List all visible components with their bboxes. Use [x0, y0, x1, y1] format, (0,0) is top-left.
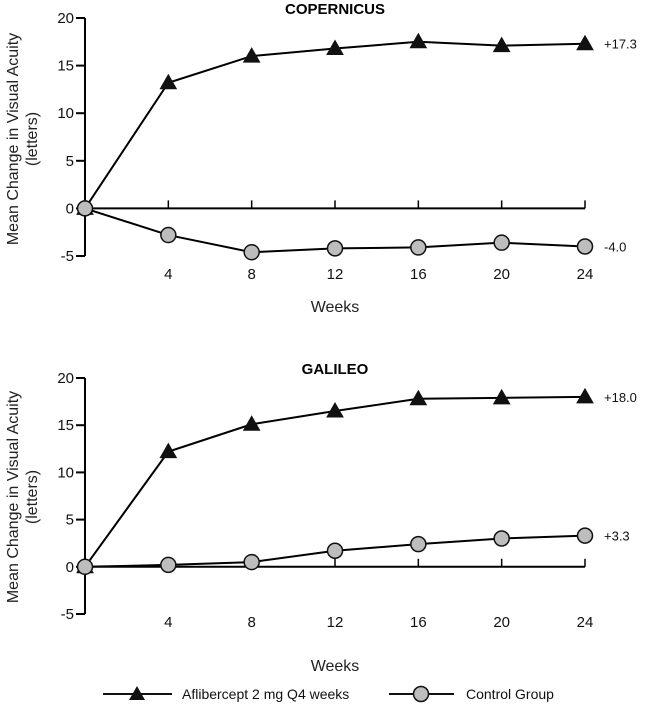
y-tick-label: 15 — [57, 417, 74, 434]
end-value-label: +17.3 — [604, 37, 637, 52]
y-tick-label: 0 — [66, 200, 74, 217]
data-point-triangle — [409, 32, 428, 49]
data-point-triangle — [326, 402, 344, 418]
x-tick-label: 20 — [493, 614, 510, 631]
data-point-triangle — [159, 442, 178, 459]
y-axis-label-line: Mean Change in Visual Acuity — [5, 33, 22, 245]
y-tick-label: -5 — [61, 248, 74, 265]
legend-triangle-marker — [129, 686, 145, 700]
y-tick-label: 20 — [57, 370, 74, 387]
y-axis-label: Mean Change in Visual Acuity (letters) — [5, 33, 41, 245]
chart-title: COPERNICUS — [285, 1, 385, 18]
x-tick-label: 16 — [410, 266, 427, 283]
x-tick-label: 24 — [577, 614, 594, 631]
data-point-circle — [76, 200, 94, 217]
data-point-circle — [326, 240, 344, 257]
data-point-circle — [243, 553, 260, 571]
y-tick-label: 10 — [57, 464, 74, 481]
y-axis-label: Mean Change in Visual Acuity (letters) — [5, 391, 41, 603]
data-point-circle — [410, 239, 427, 256]
chart-galileo: GALILEO -5 0 5 10 15 20 4 8 12 16 20 24 Weeks Mean Cha… — [5, 361, 637, 675]
end-value-label: -4.0 — [604, 239, 626, 254]
x-tick-label: 8 — [247, 266, 255, 283]
y-axis-label-line: (letters) — [24, 470, 41, 524]
data-point-circle — [160, 226, 177, 244]
data-point-triangle — [159, 73, 178, 90]
y-tick-label: 10 — [57, 105, 74, 122]
data-point-triangle — [492, 388, 511, 405]
x-tick-label: 12 — [327, 266, 344, 283]
legend: Aflibercept 2 mg Q4 weeks Control Group — [103, 685, 554, 703]
data-point-circle — [576, 527, 594, 544]
data-point-circle — [493, 234, 510, 251]
data-point-triangle — [242, 415, 261, 431]
x-axis-label: Weeks — [311, 658, 360, 675]
series-line-aflibercept — [84, 40, 586, 209]
y-tick-label: 20 — [57, 10, 74, 27]
legend-label-aflibercept: Aflibercept 2 mg Q4 weeks — [182, 686, 349, 702]
legend-label-control: Control Group — [466, 686, 554, 702]
data-point-triangle — [492, 36, 511, 53]
y-tick-label: 5 — [66, 153, 74, 170]
data-point-triangle — [409, 389, 428, 406]
x-tick-label: 12 — [327, 614, 344, 631]
y-tick-label: -5 — [61, 606, 74, 623]
data-point-circle — [493, 530, 510, 547]
x-tick-label: 20 — [493, 266, 510, 283]
data-point-triangle — [242, 47, 261, 63]
data-point-triangle — [326, 39, 344, 55]
data-point-circle — [410, 535, 427, 553]
y-axis-label-line: (letters) — [24, 112, 41, 166]
y-axis-label-line: Mean Change in Visual Acuity — [5, 391, 22, 603]
data-point-circle — [243, 243, 260, 261]
legend-circle-marker — [412, 685, 430, 703]
x-axis-label: Weeks — [311, 299, 360, 316]
chart-title: GALILEO — [302, 361, 369, 378]
data-point-circle — [160, 556, 177, 574]
data-point-triangle — [576, 34, 594, 51]
end-value-label: +3.3 — [604, 529, 630, 544]
x-tick-label: 4 — [164, 266, 172, 283]
series-line-aflibercept — [84, 395, 586, 568]
x-tick-label: 4 — [164, 614, 172, 631]
chart-copernicus: COPERNICUS -5 0 5 10 15 20 4 8 12 16 20 24 Weeks Mean … — [5, 1, 637, 316]
y-tick-label: 15 — [57, 58, 74, 75]
y-tick-label: 5 — [66, 512, 74, 529]
data-point-triangle — [576, 387, 594, 404]
x-tick-label: 16 — [410, 614, 427, 631]
y-tick-label: 0 — [66, 559, 74, 576]
x-tick-label: 8 — [247, 614, 255, 631]
x-tick-label: 24 — [577, 266, 594, 283]
end-value-label: +18.0 — [604, 390, 637, 405]
data-point-circle — [76, 558, 94, 576]
data-point-circle — [576, 238, 594, 255]
data-point-circle — [326, 542, 344, 560]
